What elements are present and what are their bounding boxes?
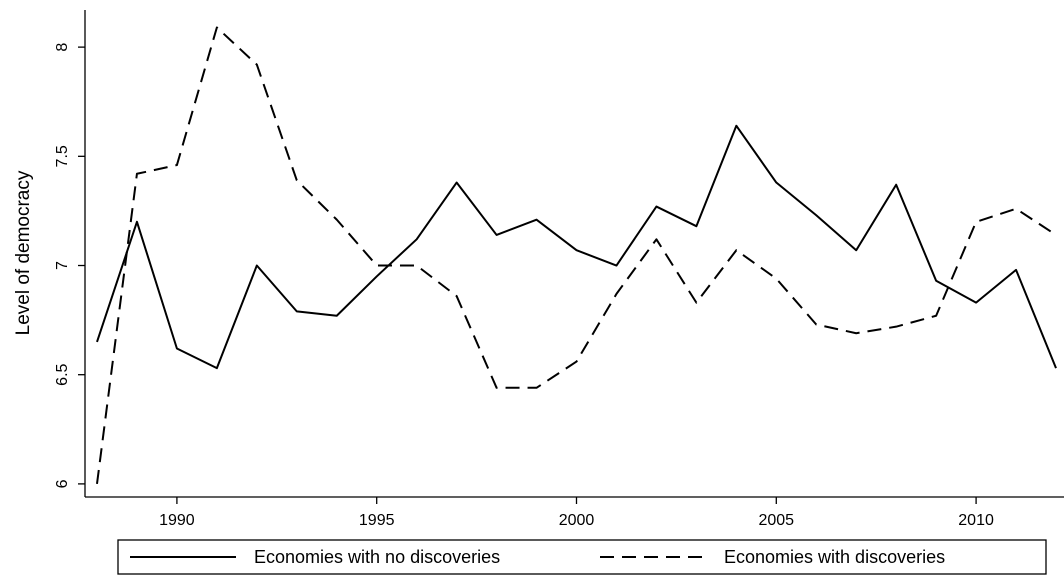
legend-label: Economies with discoveries: [724, 547, 945, 567]
legend: [117, 539, 1047, 575]
y-tick-label: 8: [54, 43, 71, 52]
y-axis-label: Level of democracy: [13, 170, 34, 335]
x-tick-label: 1995: [359, 512, 395, 529]
series-line: [95, 26, 1057, 485]
x-tick-label: 1990: [159, 512, 195, 529]
legend-label: Economies with no discoveries: [254, 547, 500, 567]
y-tick-label: 7: [54, 261, 71, 270]
series-line: [96, 124, 1057, 370]
x-tick-label: 2010: [958, 512, 994, 529]
x-tick-label: 2000: [559, 512, 595, 529]
x-tick-label: 2005: [758, 512, 794, 529]
y-tick-label: 6.5: [54, 363, 71, 385]
y-tick-label: 6: [54, 479, 71, 488]
y-tick-label: 7.5: [54, 145, 71, 167]
